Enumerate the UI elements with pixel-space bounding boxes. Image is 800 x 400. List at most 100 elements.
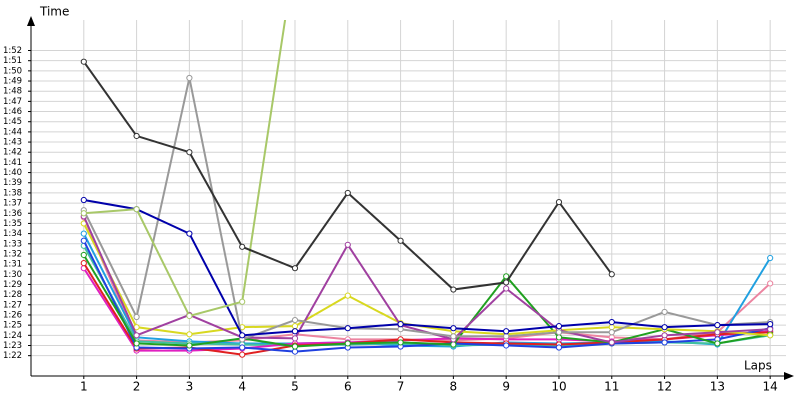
series-line <box>82 215 771 344</box>
point <box>186 230 193 237</box>
series-line <box>82 77 771 341</box>
point <box>767 321 774 328</box>
point <box>186 331 193 338</box>
x-axis-label: Laps <box>744 359 772 373</box>
y-tick-label: 1:43 <box>3 138 22 148</box>
point <box>344 325 351 332</box>
point <box>186 74 193 82</box>
y-tick-label: 1:51 <box>3 56 22 66</box>
point <box>186 312 193 320</box>
point <box>503 285 510 292</box>
point <box>80 259 87 267</box>
point <box>450 341 457 348</box>
y-axis-label: Time <box>39 5 69 19</box>
point <box>397 237 404 244</box>
point <box>397 339 404 346</box>
y-tick-label: 1:27 <box>3 300 22 310</box>
x-axis-arrow <box>784 372 794 380</box>
y-tick-label: 1:32 <box>3 249 22 259</box>
series-line <box>82 254 771 348</box>
point <box>503 342 510 349</box>
y-tick-label: 1:47 <box>3 97 22 107</box>
point <box>767 280 774 287</box>
point <box>344 340 351 347</box>
x-tick-label: 14 <box>763 380 778 394</box>
point <box>767 326 774 333</box>
x-tick-label: 10 <box>551 380 566 394</box>
point <box>133 313 140 321</box>
point <box>291 348 299 355</box>
point <box>555 334 563 341</box>
point <box>239 351 246 358</box>
y-tick-label: 1:44 <box>3 127 22 137</box>
point <box>344 241 351 248</box>
point <box>714 340 721 347</box>
point <box>80 58 87 65</box>
y-tick-label: 1:52 <box>3 46 22 56</box>
point <box>344 189 351 197</box>
point <box>133 132 140 140</box>
point <box>397 326 404 333</box>
point <box>133 206 140 213</box>
y-axis-arrow <box>27 16 35 26</box>
point <box>555 198 563 206</box>
x-tick-label: 5 <box>291 380 299 394</box>
y-tick-label: 1:37 <box>3 199 22 209</box>
point <box>503 333 510 340</box>
point <box>608 324 615 331</box>
point <box>608 329 615 336</box>
y-tick-label: 1:45 <box>3 117 22 127</box>
y-tick-label: 1:35 <box>3 219 22 229</box>
point <box>80 251 87 259</box>
x-tick-label: 8 <box>450 380 458 394</box>
point <box>661 324 668 331</box>
point <box>608 339 615 346</box>
point <box>503 273 510 280</box>
x-tick-label: 4 <box>238 380 246 394</box>
point <box>291 265 299 272</box>
series-line <box>82 233 772 348</box>
y-tick-label: 1:28 <box>3 290 22 300</box>
point <box>291 323 299 330</box>
x-tick-label: 1 <box>80 380 88 394</box>
point <box>608 318 615 326</box>
y-tick-label: 1:30 <box>3 270 22 280</box>
x-tick-label: 6 <box>344 380 352 394</box>
point <box>555 323 563 330</box>
series-line <box>82 222 771 337</box>
point <box>450 325 457 332</box>
point <box>239 344 246 351</box>
point <box>291 316 299 324</box>
point <box>186 342 193 349</box>
point <box>661 308 668 316</box>
point <box>767 254 774 262</box>
axes: Time Laps 1:221:231:241:251:261:271:281:… <box>3 5 794 394</box>
x-tick-label: 11 <box>604 380 619 394</box>
point <box>608 271 615 278</box>
y-tick-label: 1:40 <box>3 168 22 178</box>
series-line <box>82 240 771 353</box>
x-tick-label: 9 <box>502 380 510 394</box>
point <box>80 237 87 244</box>
y-tick-label: 1:38 <box>3 188 22 198</box>
series-line <box>83 199 771 337</box>
x-tick-label: 12 <box>657 380 672 394</box>
point <box>291 335 299 342</box>
point <box>80 210 87 217</box>
y-tick-label: 1:29 <box>3 280 22 290</box>
y-tick-label: 1:33 <box>3 239 22 249</box>
point <box>239 243 246 250</box>
point <box>661 332 668 339</box>
x-tick-label: 3 <box>186 380 194 394</box>
point <box>133 340 140 347</box>
point <box>80 230 87 237</box>
y-tick-label: 1:36 <box>3 209 22 219</box>
x-tick-label: 2 <box>133 380 141 394</box>
y-tick-label: 1:26 <box>3 310 22 320</box>
point <box>239 332 246 339</box>
series-line <box>82 216 771 344</box>
point <box>291 343 299 350</box>
point <box>450 333 457 340</box>
point <box>291 328 299 335</box>
